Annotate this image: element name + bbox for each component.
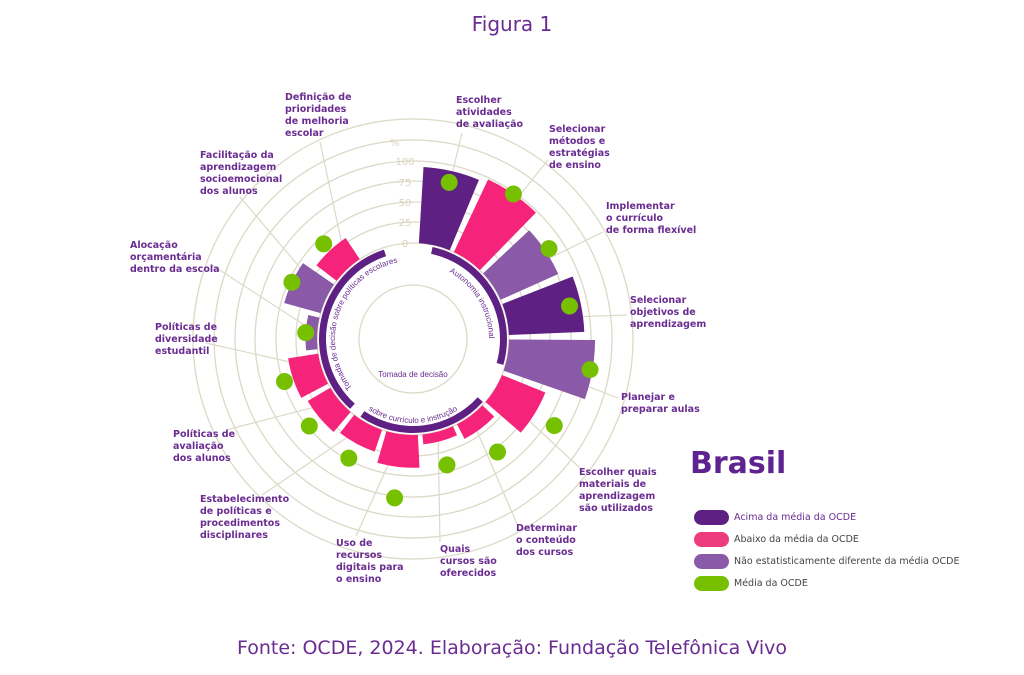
- category-label: Escolher atividades de avaliação: [456, 95, 524, 130]
- source-note: Fonte: OCDE, 2024. Elaboração: Fundação …: [236, 637, 788, 659]
- category-label: Implementar o currículo de forma flexíve…: [606, 201, 697, 236]
- category-label: Políticas de diversidade estudantil: [155, 322, 218, 357]
- category-label: Escolher quais materiais de aprendizagem…: [579, 467, 657, 514]
- legend-swatch: [694, 531, 729, 547]
- category-label: Quais cursos são oferecidos: [440, 544, 497, 579]
- figure-title: Figura 1: [471, 12, 553, 36]
- category-label: Definição de prioridades de melhoria esc…: [285, 92, 352, 139]
- bar: [340, 414, 383, 452]
- category-label: Políticas de avaliação dos alunos: [173, 429, 236, 464]
- bar: [422, 426, 458, 445]
- grid-ring: [358, 284, 468, 394]
- category-label: Determinar o conteúdo dos cursos: [516, 523, 578, 558]
- legend-label: Acima da média da OCDE: [734, 511, 857, 523]
- tick-label: 75: [399, 178, 412, 189]
- legend-item-nao-diferente: Não estatisticamente diferente da média …: [694, 553, 959, 569]
- oecd-average-dot: [283, 273, 301, 291]
- oecd-dots: [275, 173, 599, 507]
- oecd-average-dot: [561, 297, 579, 315]
- category-label: Estabelecimento de políticas e procedime…: [200, 494, 290, 541]
- oecd-average-dot: [489, 443, 507, 461]
- tick-label: 50: [399, 198, 412, 209]
- oecd-average-dot: [297, 324, 315, 342]
- bar: [418, 167, 479, 251]
- category-label: Facilitação da aprendizagem socioemocion…: [200, 150, 283, 197]
- oecd-average-dot: [504, 185, 522, 203]
- category-label: Planejar e preparar aulas: [621, 392, 700, 415]
- bar: [288, 353, 329, 398]
- oecd-average-dot: [440, 173, 458, 191]
- oecd-average-dot: [386, 489, 404, 507]
- leader-line: [469, 415, 518, 525]
- axis-unit: %: [390, 138, 400, 149]
- tick-label: 0: [402, 239, 408, 250]
- grid-ring: [254, 180, 572, 498]
- legend-item-abaixo: Abaixo da média da OCDE: [694, 531, 859, 547]
- oecd-average-dot: [438, 456, 456, 474]
- bar: [457, 405, 495, 439]
- grid-ring: [192, 118, 634, 560]
- group-arcs: [319, 247, 508, 433]
- grid-ring: [316, 242, 510, 436]
- legend-swatch: [694, 553, 729, 569]
- grid-ring: [234, 160, 592, 518]
- grid-ring: [275, 201, 551, 477]
- group-label-curriculo-line1: Tomada de decisão: [378, 370, 448, 379]
- oecd-average-dot: [340, 449, 358, 467]
- country-title: Brasil: [690, 446, 787, 481]
- oecd-average-dot: [300, 417, 318, 435]
- group-arc: [360, 397, 483, 433]
- oecd-average-dot: [581, 361, 599, 379]
- leader-line: [211, 264, 318, 334]
- legend-swatch: [694, 575, 729, 591]
- group-arc: [319, 249, 387, 409]
- oecd-average-dot: [275, 373, 293, 391]
- bar: [485, 374, 546, 433]
- category-label: Uso de recursos digitais para o ensino: [336, 538, 404, 585]
- leader-line: [437, 431, 441, 543]
- legend-label: Não estatisticamente diferente da média …: [734, 555, 960, 567]
- bar: [377, 431, 420, 468]
- bar: [502, 276, 585, 335]
- category-label: Selecionar métodos e estratégias de ensi…: [549, 124, 610, 171]
- group-arc: [431, 247, 508, 365]
- bar: [483, 230, 559, 300]
- category-label: Selecionar objetivos de aprendizagem: [630, 295, 707, 330]
- oecd-average-dot: [540, 240, 558, 258]
- bar: [503, 339, 596, 400]
- legend-item-media: Média da OCDE: [694, 575, 808, 591]
- tick-label: 25: [399, 218, 412, 229]
- legend-item-acima: Acima da média da OCDE: [694, 509, 856, 525]
- category-label: Alocação orçamentária dentro da escola: [130, 240, 220, 275]
- oecd-average-dot: [545, 417, 563, 435]
- legend-label: Média da OCDE: [734, 577, 808, 589]
- radial-axis-ticks: % 0 25 50 75 100: [390, 138, 415, 250]
- legend-label: Abaixo da média da OCDE: [734, 533, 859, 545]
- bar: [307, 387, 351, 432]
- legend-swatch: [694, 509, 729, 525]
- bar: [316, 237, 360, 281]
- tick-label: 100: [395, 157, 414, 168]
- grid-ring: [213, 139, 613, 539]
- oecd-average-dot: [315, 235, 333, 253]
